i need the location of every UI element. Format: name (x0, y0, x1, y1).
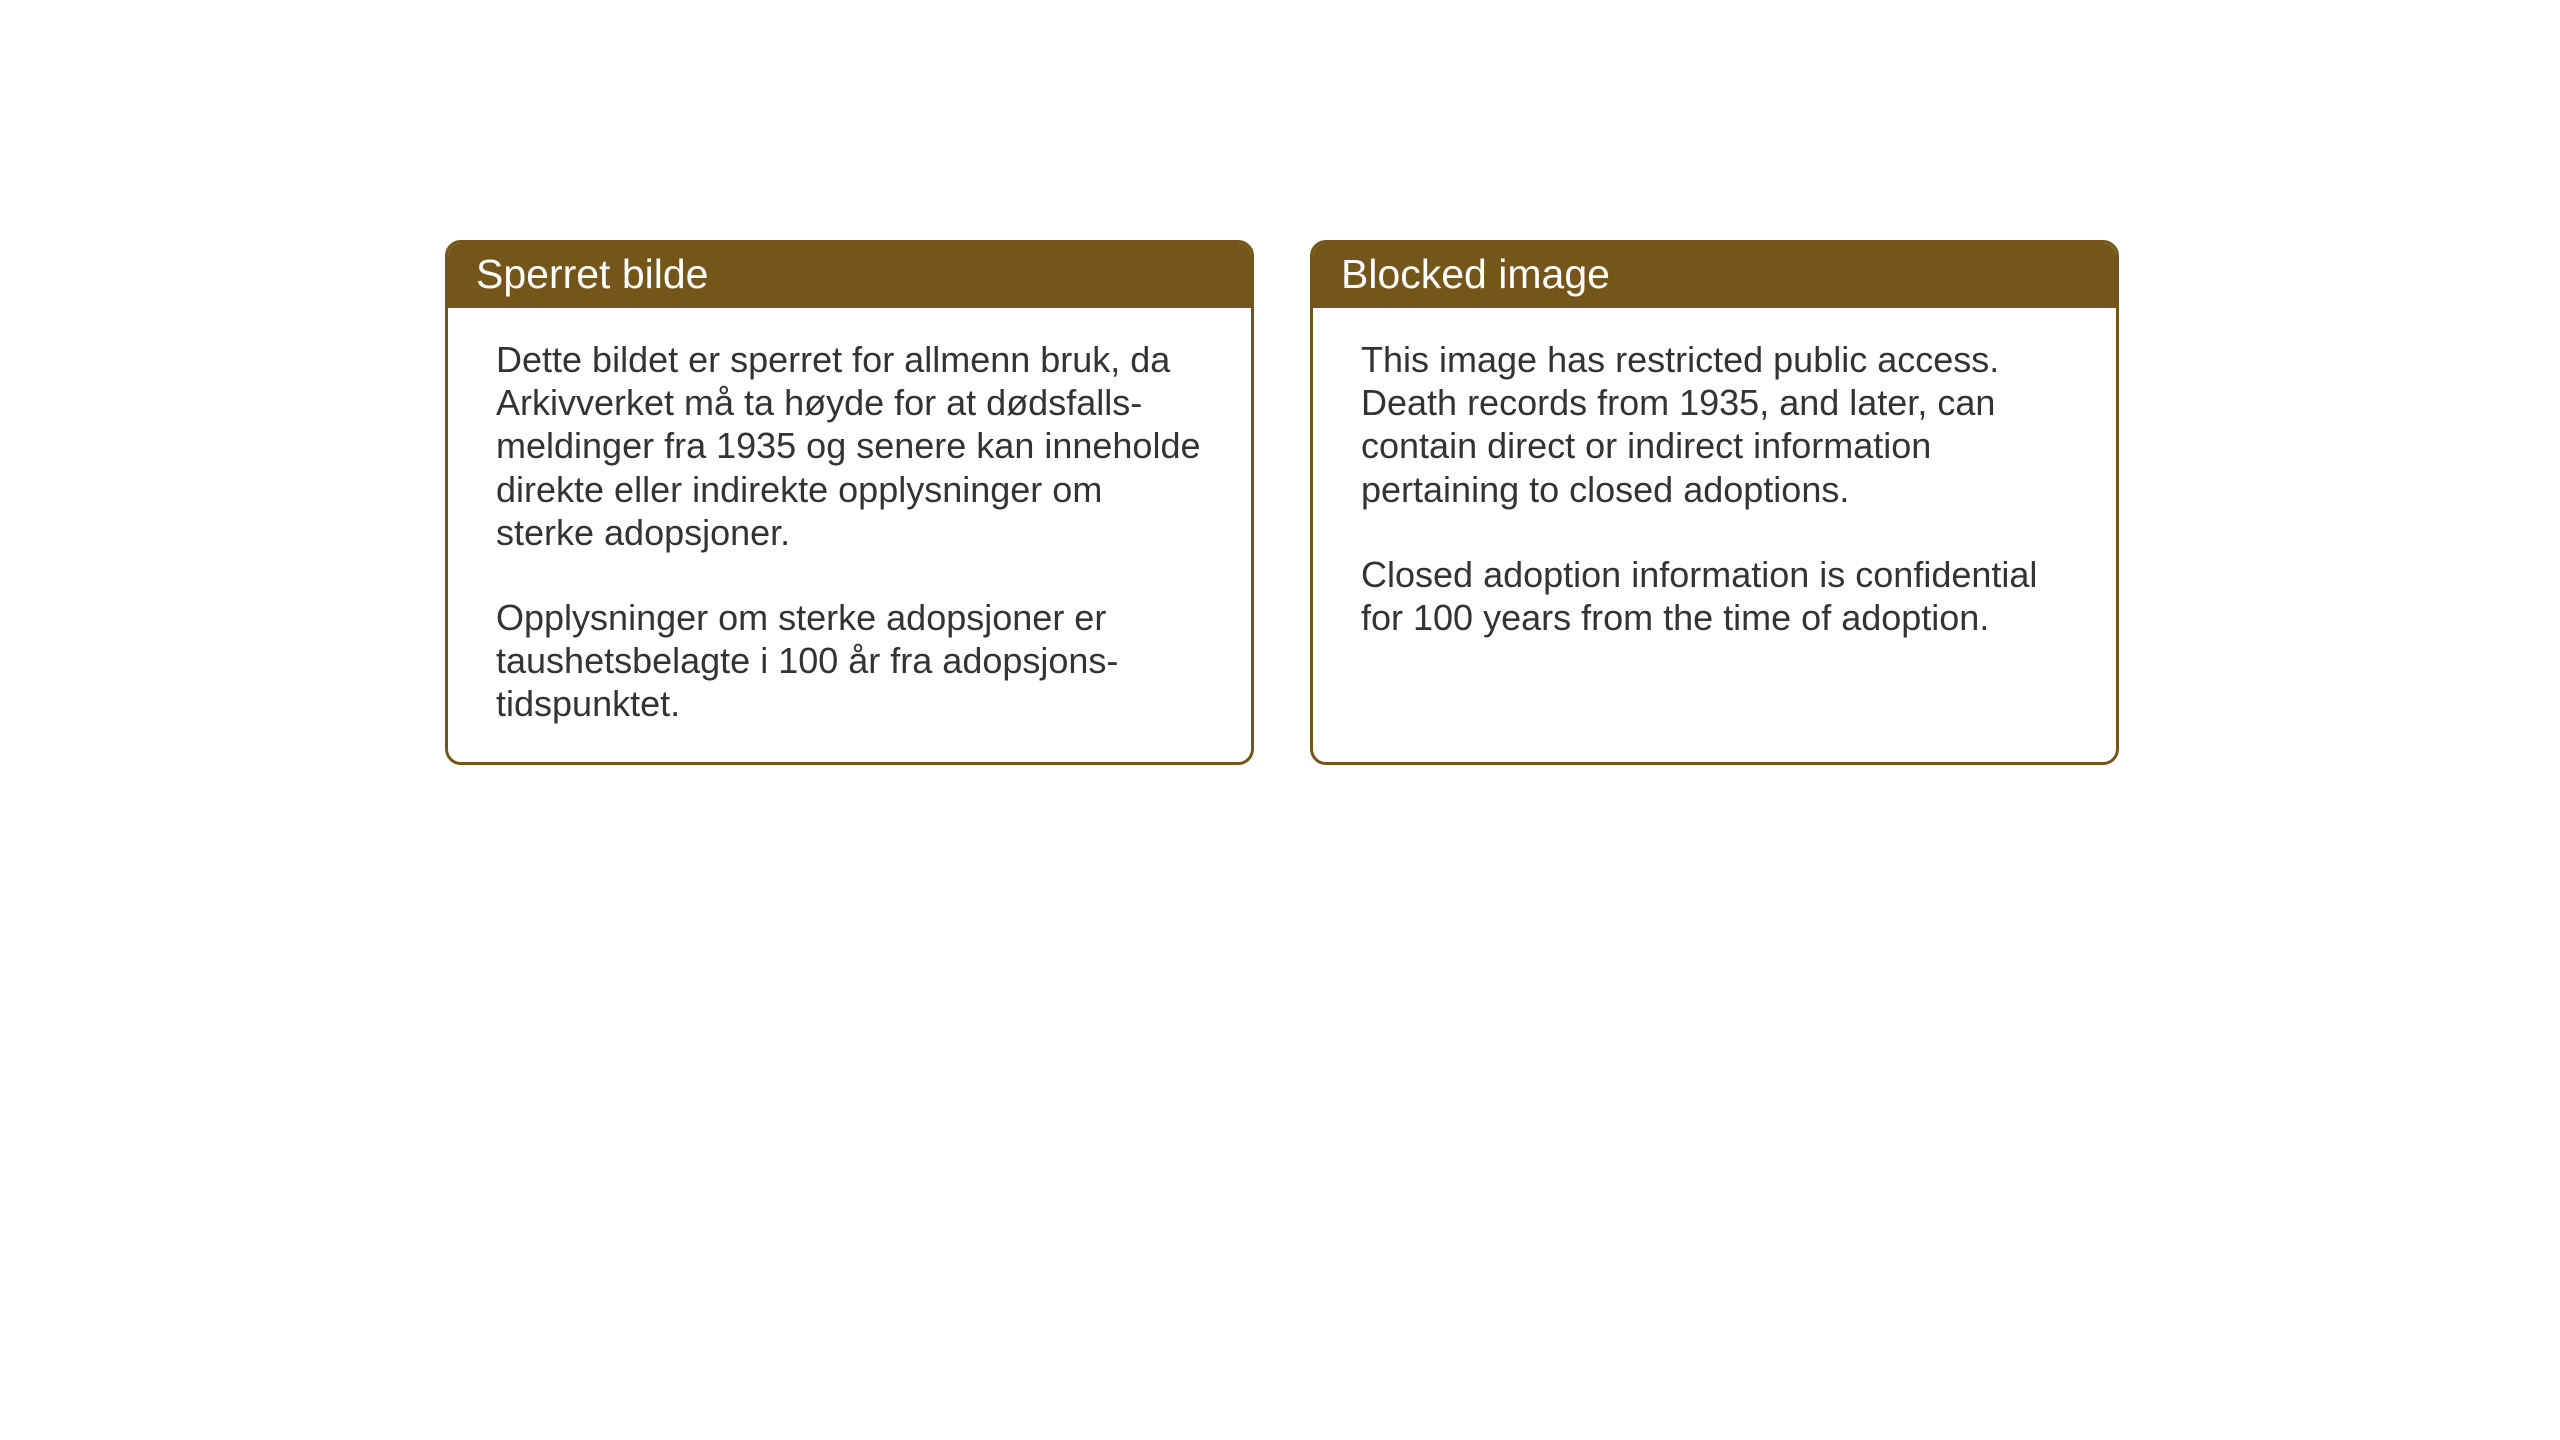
notice-body-norwegian: Dette bildet er sperret for allmenn bruk… (448, 308, 1251, 762)
notice-body-english: This image has restricted public access.… (1313, 308, 2116, 675)
notice-paragraph-2-norwegian: Opplysninger om sterke adopsjoner er tau… (496, 596, 1203, 726)
notice-header-norwegian: Sperret bilde (448, 243, 1251, 308)
notice-paragraph-2-english: Closed adoption information is confident… (1361, 553, 2068, 639)
notice-paragraph-1-norwegian: Dette bildet er sperret for allmenn bruk… (496, 338, 1203, 554)
notice-header-english: Blocked image (1313, 243, 2116, 308)
notice-container: Sperret bilde Dette bildet er sperret fo… (445, 240, 2119, 765)
notice-card-english: Blocked image This image has restricted … (1310, 240, 2119, 765)
notice-card-norwegian: Sperret bilde Dette bildet er sperret fo… (445, 240, 1254, 765)
notice-paragraph-1-english: This image has restricted public access.… (1361, 338, 2068, 511)
